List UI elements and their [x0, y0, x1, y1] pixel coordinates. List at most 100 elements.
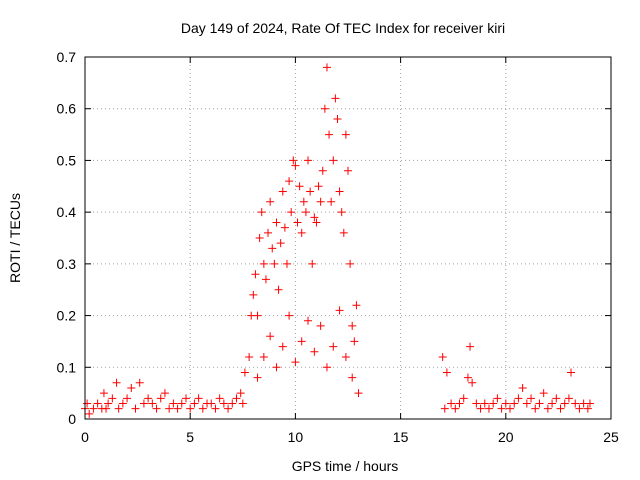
- data-point: [480, 399, 489, 408]
- x-tick-label: 10: [288, 429, 304, 445]
- data-point: [548, 399, 557, 408]
- data-point: [348, 321, 357, 330]
- data-point: [194, 394, 203, 403]
- data-point: [259, 259, 268, 268]
- data-point: [337, 208, 346, 217]
- data-point: [556, 404, 565, 413]
- data-point: [466, 342, 475, 351]
- data-point: [232, 394, 241, 403]
- data-point: [238, 399, 247, 408]
- y-tick-label: 0.1: [57, 359, 77, 375]
- y-tick-label: 0: [68, 411, 76, 427]
- data-point: [152, 404, 161, 413]
- data-point: [282, 259, 291, 268]
- data-point: [497, 404, 506, 413]
- data-point: [341, 130, 350, 139]
- data-point: [506, 404, 515, 413]
- data-point: [575, 404, 584, 413]
- data-point: [261, 275, 270, 284]
- data-point: [207, 399, 216, 408]
- data-point: [310, 347, 319, 356]
- x-tick-label: 0: [81, 429, 89, 445]
- data-point: [312, 218, 321, 227]
- data-point: [463, 373, 472, 382]
- data-point: [451, 404, 460, 413]
- data-point: [447, 399, 456, 408]
- data-point: [297, 228, 306, 237]
- data-point: [93, 399, 102, 408]
- data-point: [135, 378, 144, 387]
- data-point: [489, 399, 498, 408]
- x-axis-label: GPS time / hours: [292, 458, 399, 474]
- data-point: [459, 394, 468, 403]
- data-point: [278, 342, 287, 351]
- data-point: [228, 399, 237, 408]
- data-point: [285, 311, 294, 320]
- data-point: [299, 197, 308, 206]
- data-point: [253, 373, 262, 382]
- data-point: [571, 399, 580, 408]
- data-point: [304, 156, 313, 165]
- data-point: [89, 404, 98, 413]
- data-point: [514, 394, 523, 403]
- y-tick-label: 0.6: [57, 101, 77, 117]
- data-point: [329, 156, 338, 165]
- data-point: [253, 311, 262, 320]
- data-point: [527, 394, 536, 403]
- data-point: [341, 352, 350, 361]
- data-point: [278, 187, 287, 196]
- data-point: [304, 316, 313, 325]
- data-point: [501, 399, 510, 408]
- data-point: [236, 389, 245, 398]
- data-point: [266, 197, 275, 206]
- data-point: [215, 394, 224, 403]
- data-point: [169, 399, 178, 408]
- data-point: [476, 404, 485, 413]
- data-point: [245, 352, 254, 361]
- data-point: [535, 399, 544, 408]
- data-point: [224, 404, 233, 413]
- data-point: [287, 208, 296, 217]
- data-point: [165, 404, 174, 413]
- data-point: [83, 399, 92, 408]
- y-tick-label: 0.5: [57, 152, 77, 168]
- data-point: [331, 94, 340, 103]
- data-points: [81, 63, 594, 418]
- grid-layer: [85, 57, 611, 419]
- y-tick-label: 0.4: [57, 204, 77, 220]
- data-point: [329, 342, 338, 351]
- data-point: [468, 378, 477, 387]
- data-point: [291, 358, 300, 367]
- data-point: [455, 399, 464, 408]
- data-point: [186, 404, 195, 413]
- data-point: [322, 363, 331, 372]
- data-point: [438, 352, 447, 361]
- data-point: [335, 187, 344, 196]
- y-axis-ticks: 0 0.1 0.2 0.3 0.4 0.5 0.6 0.7: [57, 49, 611, 427]
- data-point: [583, 404, 592, 413]
- data-point: [127, 383, 136, 392]
- data-point: [177, 399, 186, 408]
- data-point: [442, 368, 451, 377]
- data-point: [472, 399, 481, 408]
- data-point: [114, 404, 123, 413]
- data-point: [211, 404, 220, 413]
- data-point: [274, 285, 283, 294]
- data-point: [266, 332, 275, 341]
- data-point: [181, 394, 190, 403]
- data-point: [251, 270, 260, 279]
- data-point: [325, 130, 334, 139]
- data-point: [268, 244, 277, 253]
- data-point: [552, 394, 561, 403]
- data-point: [108, 394, 117, 403]
- data-point: [102, 404, 111, 413]
- data-point: [318, 166, 327, 175]
- data-point: [346, 259, 355, 268]
- data-point: [240, 368, 249, 377]
- data-point: [510, 399, 519, 408]
- data-point: [493, 394, 502, 403]
- data-point: [310, 213, 319, 222]
- data-point: [272, 363, 281, 372]
- data-point: [148, 399, 157, 408]
- data-point: [567, 368, 576, 377]
